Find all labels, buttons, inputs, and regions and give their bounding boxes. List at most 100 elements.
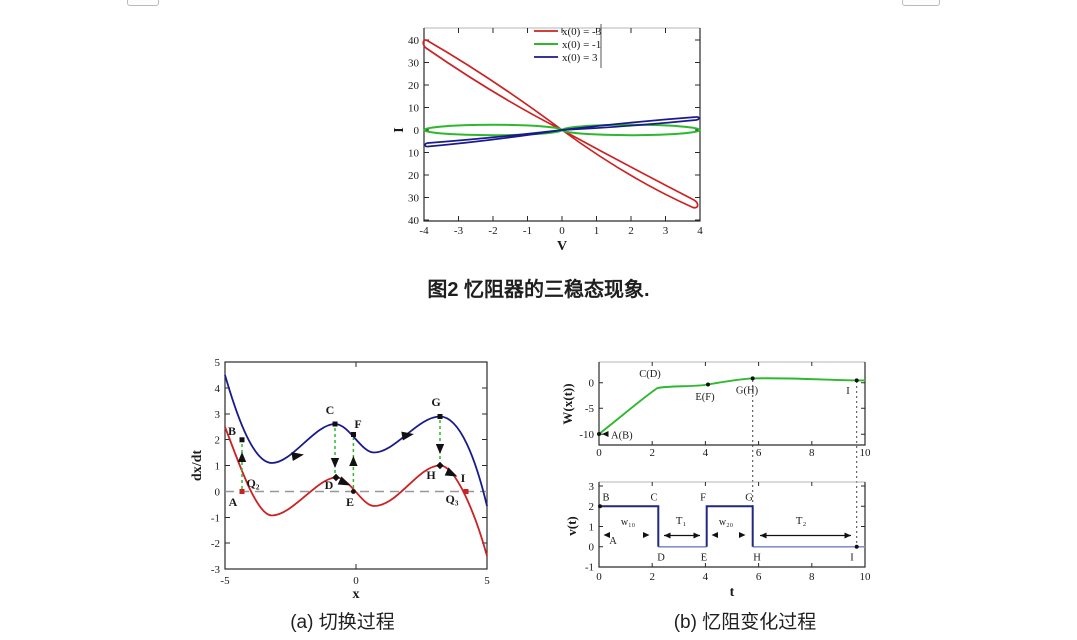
y-tick-label: 1 <box>589 522 595 534</box>
x-tick-label: 8 <box>809 447 815 459</box>
x-ticks-bottom <box>598 441 866 445</box>
y-axis-label: W(x(t)) <box>560 383 575 424</box>
y-axis-label: I <box>392 127 407 132</box>
point-label-CD: C(D) <box>639 369 661 380</box>
v-span-annotations <box>603 532 851 539</box>
point-label-H: H <box>426 468 436 482</box>
switching-process-chart: 5 4 3 2 1 0 -1 -2 -3 -5 0 5 dx/dt x <box>190 357 490 602</box>
x-tick-label: 2 <box>649 447 655 459</box>
x-ticks-bottom <box>224 564 488 569</box>
arrow-down-icon <box>435 444 445 454</box>
arrow-left-icon <box>602 431 609 437</box>
y-tick-label: 0 <box>589 378 595 390</box>
iv-ytick-labels: 40 30 20 10 0 10 20 30 40 <box>408 35 420 227</box>
point-label-F: F <box>354 417 361 431</box>
x-tick-label: 10 <box>860 447 872 459</box>
x-tick-label: 0 <box>353 575 359 587</box>
phase-markers <box>239 414 469 494</box>
point-label-GH: G(H) <box>736 386 759 397</box>
y-tick-label: 1 <box>215 461 221 473</box>
memristance-curve <box>598 377 865 435</box>
marker-B <box>598 504 602 509</box>
y-axis-label: dx/dt <box>190 450 205 481</box>
x-tick-label: -3 <box>454 225 464 237</box>
point-label-B: B <box>602 493 609 504</box>
flow-arrow-icon <box>444 467 458 477</box>
y-ticks-right <box>695 39 700 221</box>
point-label-Q2: Q₂ <box>247 476 260 490</box>
marker-I-equilibrium <box>463 489 469 494</box>
y-tick-label: -1 <box>211 513 220 525</box>
point-label-EF: E(F) <box>695 392 715 403</box>
iv-curve-red <box>422 39 699 209</box>
arrow-left-icon <box>711 532 718 538</box>
w-markers <box>597 376 859 437</box>
point-label-A: A <box>609 536 617 547</box>
x-ticks-top <box>423 28 701 33</box>
arrow-up-icon <box>237 452 247 462</box>
v-point-labels: B C F G A D E H I w₁₀ T₁ w₂₀ T₂ <box>602 493 854 564</box>
pulse-waveform <box>599 505 754 547</box>
arrow-down-icon <box>330 458 340 468</box>
marker-G <box>437 414 443 419</box>
point-label-D: D <box>657 553 665 564</box>
point-label-A: A <box>229 495 238 509</box>
toolbar-button-partial-right[interactable] <box>902 0 940 6</box>
x-tick-label: 5 <box>484 575 490 587</box>
point-label-E: E <box>346 495 354 509</box>
legend-label: x(0) = -3 <box>562 26 602 38</box>
x-tick-label: 10 <box>860 571 872 583</box>
flow-arrow-icon <box>401 431 414 441</box>
point-label-I: I <box>846 386 850 397</box>
arrow-right-icon <box>693 532 700 539</box>
x-tick-label: 4 <box>697 225 703 237</box>
y-tick-label: 2 <box>589 501 595 513</box>
point-label-E: E <box>701 553 707 564</box>
point-label-Q3: Q₃ <box>446 492 459 506</box>
x-tick-label: -5 <box>220 575 230 587</box>
x-tick-label: 0 <box>559 225 565 237</box>
iv-curve-blue <box>424 116 700 148</box>
x-tick-label: -1 <box>523 225 532 237</box>
y-tick-label: 20 <box>408 80 420 92</box>
y-tick-label: -3 <box>211 564 221 576</box>
figure-caption: 图2 忆阻器的三稳态现象. <box>427 279 650 301</box>
x-tick-label: 4 <box>703 447 709 459</box>
annotation-w20: w₂₀ <box>719 517 734 528</box>
y-tick-label: 5 <box>215 357 221 369</box>
phase-axes <box>224 361 488 570</box>
point-label-I: I <box>461 471 466 485</box>
point-label-B: B <box>228 424 236 438</box>
v-markers <box>598 504 859 549</box>
x-tick-label: 6 <box>756 571 762 583</box>
y-tick-label: 20 <box>408 170 420 182</box>
marker-AB <box>597 432 601 436</box>
v-ytick-labels: 3 2 1 0 -1 <box>585 481 595 574</box>
arrow-right-icon <box>643 532 650 538</box>
arrow-left-icon <box>664 532 671 539</box>
x-axis-label: x <box>353 587 360 602</box>
x-axis-label: t <box>730 585 735 600</box>
w-ytick-labels: 0 -5 -10 <box>579 378 594 442</box>
y-tick-label: 40 <box>408 35 420 47</box>
flow-arrow-icon <box>291 452 304 461</box>
point-label-G: G <box>745 493 753 504</box>
y-tick-label: 3 <box>215 409 221 421</box>
arrow-left-icon <box>760 532 767 539</box>
x-ticks-top <box>224 362 488 367</box>
x-ticks-top <box>651 482 813 486</box>
x-tick-label: -2 <box>488 225 497 237</box>
x-ticks-bottom <box>598 563 866 567</box>
legend-label: x(0) = 3 <box>562 52 598 64</box>
phase-xtick-labels: -5 0 5 <box>220 575 490 587</box>
arrow-up-icon <box>349 456 358 466</box>
y-tick-label: 40 <box>408 215 420 227</box>
dotted-guides <box>752 380 858 547</box>
flow-arrow-icon <box>337 476 351 486</box>
x-tick-label: 1 <box>594 225 600 237</box>
x-tick-label: -4 <box>419 225 429 237</box>
toolbar-button-partial-left[interactable] <box>127 0 159 6</box>
marker-GH <box>750 376 755 381</box>
y-tick-label: 0 <box>414 125 420 137</box>
arrow-left-icon <box>603 532 610 538</box>
